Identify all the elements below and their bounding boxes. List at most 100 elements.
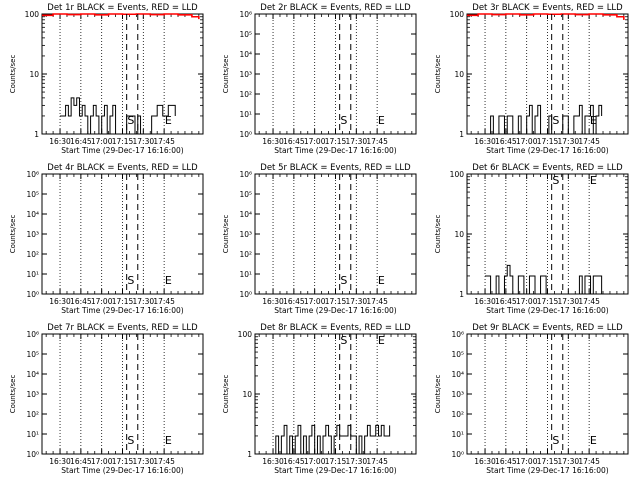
x-axis-label: Start Time (29-Dec-17 16:16:00)	[61, 146, 183, 155]
y-tick-label: 10	[29, 70, 39, 79]
x-axis-label: Start Time (29-Dec-17 16:16:00)	[61, 306, 183, 315]
x-tick-label: 17:15	[112, 457, 134, 466]
y-axis-label: Counts/sec	[434, 55, 442, 94]
y-tick-label: 10⁰	[239, 130, 252, 139]
y-tick-label: 10⁵	[451, 350, 464, 359]
y-tick-label: 10⁰	[26, 450, 39, 459]
y-tick-label: 10²	[239, 90, 252, 99]
x-tick-label: 17:15	[325, 297, 347, 306]
x-tick-label: 17:45	[366, 137, 388, 146]
x-tick-label: 16:45	[283, 137, 305, 146]
y-tick-label: 1	[459, 290, 464, 299]
x-axis-label: Start Time (29-Dec-17 16:16:00)	[61, 466, 183, 475]
x-tick-label: 17:45	[153, 457, 175, 466]
panel-title: Det 6r BLACK = Events, RED = LLD	[472, 163, 623, 173]
y-tick-label: 10¹	[26, 430, 39, 439]
x-tick-label: 17:00	[516, 457, 538, 466]
panel-title: Det 8r BLACK = Events, RED = LLD	[260, 323, 411, 333]
y-tick-label: 10²	[239, 250, 252, 259]
x-tick-label: 17:00	[91, 297, 113, 306]
x-tick-label: 16:45	[495, 457, 517, 466]
y-tick-label: 10¹	[451, 430, 464, 439]
x-tick-label: 17:15	[325, 457, 347, 466]
y-tick-label: 10³	[26, 230, 39, 239]
x-tick-label: 17:45	[578, 297, 600, 306]
x-axis-label: Start Time (29-Dec-17 16:16:00)	[486, 146, 608, 155]
x-tick-label: 16:30	[262, 297, 284, 306]
y-tick-label: 10⁶	[239, 10, 252, 19]
x-tick-label: 17:15	[325, 137, 347, 146]
x-tick-label: 17:15	[537, 297, 559, 306]
x-tick-label: 17:30	[346, 297, 368, 306]
x-tick-label: 16:30	[474, 137, 496, 146]
x-tick-label: 17:45	[366, 457, 388, 466]
series-events	[485, 104, 603, 135]
y-tick-label: 10³	[451, 390, 464, 399]
end-marker-label: E	[378, 114, 385, 127]
x-tick-label: 16:45	[495, 297, 517, 306]
end-marker-label: E	[165, 274, 172, 287]
x-tick-label: 16:30	[49, 457, 71, 466]
start-marker-label: S	[552, 434, 559, 447]
x-tick-label: 16:45	[70, 297, 92, 306]
y-tick-label: 10⁰	[451, 450, 464, 459]
x-tick-label: 16:45	[70, 137, 92, 146]
panel-title: Det 5r BLACK = Events, RED = LLD	[260, 163, 411, 173]
x-axis-label: Start Time (29-Dec-17 16:16:00)	[274, 466, 396, 475]
series-events	[60, 97, 176, 135]
start-marker-label: S	[552, 174, 559, 187]
y-tick-label: 10	[454, 230, 464, 239]
y-tick-label: 10¹	[26, 270, 39, 279]
y-tick-label: 10⁴	[26, 370, 39, 379]
y-tick-label: 10⁵	[239, 30, 252, 39]
y-axis-label: Counts/sec	[222, 215, 230, 254]
x-tick-label: 17:45	[578, 137, 600, 146]
x-tick-label: 17:00	[516, 297, 538, 306]
x-tick-label: 16:45	[70, 457, 92, 466]
x-tick-label: 17:30	[558, 297, 580, 306]
y-tick-label: 10⁴	[451, 370, 464, 379]
y-tick-label: 10³	[26, 390, 39, 399]
start-marker-label: S	[552, 114, 559, 127]
panel-title: Det 7r BLACK = Events, RED = LLD	[47, 323, 198, 333]
y-tick-label: 10⁶	[239, 170, 252, 179]
x-tick-label: 17:45	[366, 297, 388, 306]
y-tick-label: 10²	[451, 410, 464, 419]
panel-title: Det 9r BLACK = Events, RED = LLD	[472, 323, 623, 333]
end-marker-label: E	[590, 114, 597, 127]
panel-det-5r: Det 5r BLACK = Events, RED = LLD Counts/s…	[222, 163, 417, 315]
y-tick-label: 1	[34, 130, 39, 139]
panel-det-4r: Det 4r BLACK = Events, RED = LLD Counts/s…	[9, 163, 204, 315]
panel-title: Det 3r BLACK = Events, RED = LLD	[472, 3, 623, 13]
x-tick-label: 17:15	[537, 457, 559, 466]
start-marker-label: S	[127, 114, 134, 127]
y-axis-label: Counts/sec	[222, 55, 230, 94]
x-tick-label: 17:00	[304, 137, 326, 146]
y-tick-label: 10⁴	[239, 50, 252, 59]
y-tick-label: 10³	[239, 230, 252, 239]
end-marker-label: E	[378, 274, 385, 287]
x-tick-label: 17:30	[558, 457, 580, 466]
y-tick-label: 100	[450, 10, 465, 19]
x-axis-label: Start Time (29-Dec-17 16:16:00)	[274, 146, 396, 155]
y-tick-label: 1	[247, 450, 252, 459]
y-tick-label: 10²	[26, 250, 39, 259]
y-tick-label: 10⁶	[26, 330, 39, 339]
x-tick-label: 17:45	[578, 457, 600, 466]
start-marker-label: S	[340, 274, 347, 287]
x-tick-label: 17:15	[537, 137, 559, 146]
x-axis-label: Start Time (29-Dec-17 16:16:00)	[274, 306, 396, 315]
panel-det-6r: Det 6r BLACK = Events, RED = LLD Counts/s…	[434, 163, 629, 315]
x-tick-label: 17:15	[112, 297, 134, 306]
x-tick-label: 17:30	[133, 137, 155, 146]
y-tick-label: 10⁰	[239, 290, 252, 299]
x-tick-label: 16:45	[495, 137, 517, 146]
y-tick-label: 1	[459, 130, 464, 139]
y-tick-label: 10²	[26, 410, 39, 419]
y-axis-label: Counts/sec	[222, 375, 230, 414]
y-axis-label: Counts/sec	[9, 55, 17, 94]
x-tick-label: 16:30	[262, 457, 284, 466]
y-tick-label: 10	[242, 390, 252, 399]
y-axis-label: Counts/sec	[9, 375, 17, 414]
